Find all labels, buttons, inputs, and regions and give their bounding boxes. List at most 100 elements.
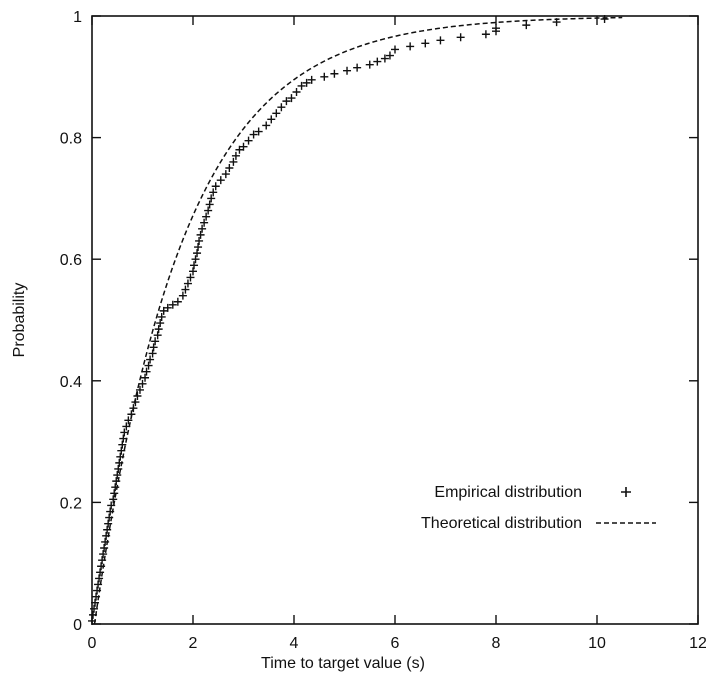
y-tick-label: 0.6 <box>60 252 82 269</box>
y-tick-label: 0.4 <box>60 374 82 391</box>
empirical-point <box>380 54 389 63</box>
empirical-point <box>249 130 258 139</box>
empirical-point <box>173 297 182 306</box>
empirical-point <box>193 249 202 258</box>
empirical-point <box>163 303 172 312</box>
empirical-point <box>104 519 113 528</box>
y-tick-label: 0.2 <box>60 495 82 512</box>
empirical-point <box>94 580 103 589</box>
x-axis-title: Time to target value (s) <box>261 655 425 672</box>
empirical-point <box>373 57 382 66</box>
empirical-point <box>239 142 248 151</box>
empirical-point <box>353 63 362 72</box>
empirical-point <box>330 69 339 78</box>
empirical-point <box>225 164 234 172</box>
empirical-point <box>231 151 240 160</box>
empirical-point <box>198 224 207 233</box>
empirical-series <box>88 15 609 625</box>
x-tick-label: 0 <box>88 635 97 652</box>
x-tick-label: 4 <box>290 635 299 652</box>
plot-frame <box>91 15 699 625</box>
empirical-point <box>221 170 230 179</box>
empirical-point <box>157 312 166 321</box>
empirical-point <box>168 300 177 309</box>
empirical-point <box>124 416 133 425</box>
y-tick-label: 0 <box>73 617 82 634</box>
empirical-point <box>154 325 163 334</box>
empirical-point <box>88 616 96 625</box>
empirical-point <box>127 410 136 419</box>
empirical-point <box>235 145 244 154</box>
empirical-point <box>133 392 142 400</box>
empirical-point <box>138 379 147 388</box>
empirical-point <box>103 525 112 534</box>
empirical-point <box>118 440 127 449</box>
legend-label-theoretical: Theoretical distribution <box>421 515 582 532</box>
empirical-point <box>117 446 126 455</box>
empirical-point <box>207 194 216 203</box>
empirical-point <box>97 562 106 571</box>
legend-plus-icon <box>621 487 631 497</box>
empirical-point <box>112 477 121 486</box>
empirical-point <box>205 200 214 209</box>
empirical-point <box>254 127 263 136</box>
x-tick-label: 10 <box>588 635 606 652</box>
empirical-point <box>287 94 296 103</box>
empirical-point <box>277 103 286 112</box>
empirical-point <box>522 21 531 30</box>
empirical-point <box>122 422 131 431</box>
y-tick-label: 1 <box>73 9 82 26</box>
empirical-point <box>92 592 101 601</box>
empirical-point <box>153 331 162 340</box>
empirical-point <box>105 513 114 522</box>
empirical-point <box>292 88 301 96</box>
x-tick-label: 6 <box>391 635 400 652</box>
empirical-point <box>189 267 197 276</box>
x-tick-label: 8 <box>492 635 501 652</box>
x-tick-label: 12 <box>689 635 706 652</box>
empirical-point <box>114 464 123 473</box>
empirical-point <box>320 72 329 81</box>
empirical-point <box>267 115 276 124</box>
empirical-point <box>302 78 311 87</box>
empirical-point <box>211 182 220 191</box>
empirical-point <box>111 483 120 492</box>
empirical-point <box>115 458 124 467</box>
empirical-point <box>421 39 430 48</box>
empirical-point <box>151 337 160 346</box>
empirical-point <box>101 537 110 546</box>
empirical-point <box>190 261 199 270</box>
empirical-point <box>365 60 374 69</box>
empirical-point <box>282 97 291 106</box>
empirical-point <box>202 212 211 221</box>
empirical-point <box>91 598 100 607</box>
empirical-point <box>131 398 140 407</box>
empirical-point <box>600 15 609 24</box>
empirical-point <box>456 33 465 42</box>
empirical-point <box>129 404 138 413</box>
empirical-point <box>229 157 238 166</box>
empirical-point <box>116 452 125 461</box>
empirical-point <box>194 243 203 252</box>
legend-marker-empirical <box>621 487 631 497</box>
empirical-point <box>186 273 195 282</box>
empirical-point <box>406 42 415 51</box>
empirical-point <box>183 279 192 288</box>
empirical-point <box>93 586 102 595</box>
empirical-point <box>99 550 108 559</box>
empirical-point <box>109 495 118 504</box>
empirical-point <box>107 501 116 510</box>
legend: Empirical distribution Theoretical distr… <box>421 484 656 532</box>
empirical-point <box>297 81 306 90</box>
empirical-point <box>110 489 119 498</box>
empirical-point <box>159 306 168 315</box>
empirical-point <box>262 121 271 130</box>
empirical-point <box>216 176 225 185</box>
legend-label-empirical: Empirical distribution <box>434 484 582 501</box>
empirical-point <box>141 373 150 382</box>
empirical-point <box>178 291 187 300</box>
empirical-point <box>196 230 205 239</box>
x-tick-label: 2 <box>189 635 198 652</box>
